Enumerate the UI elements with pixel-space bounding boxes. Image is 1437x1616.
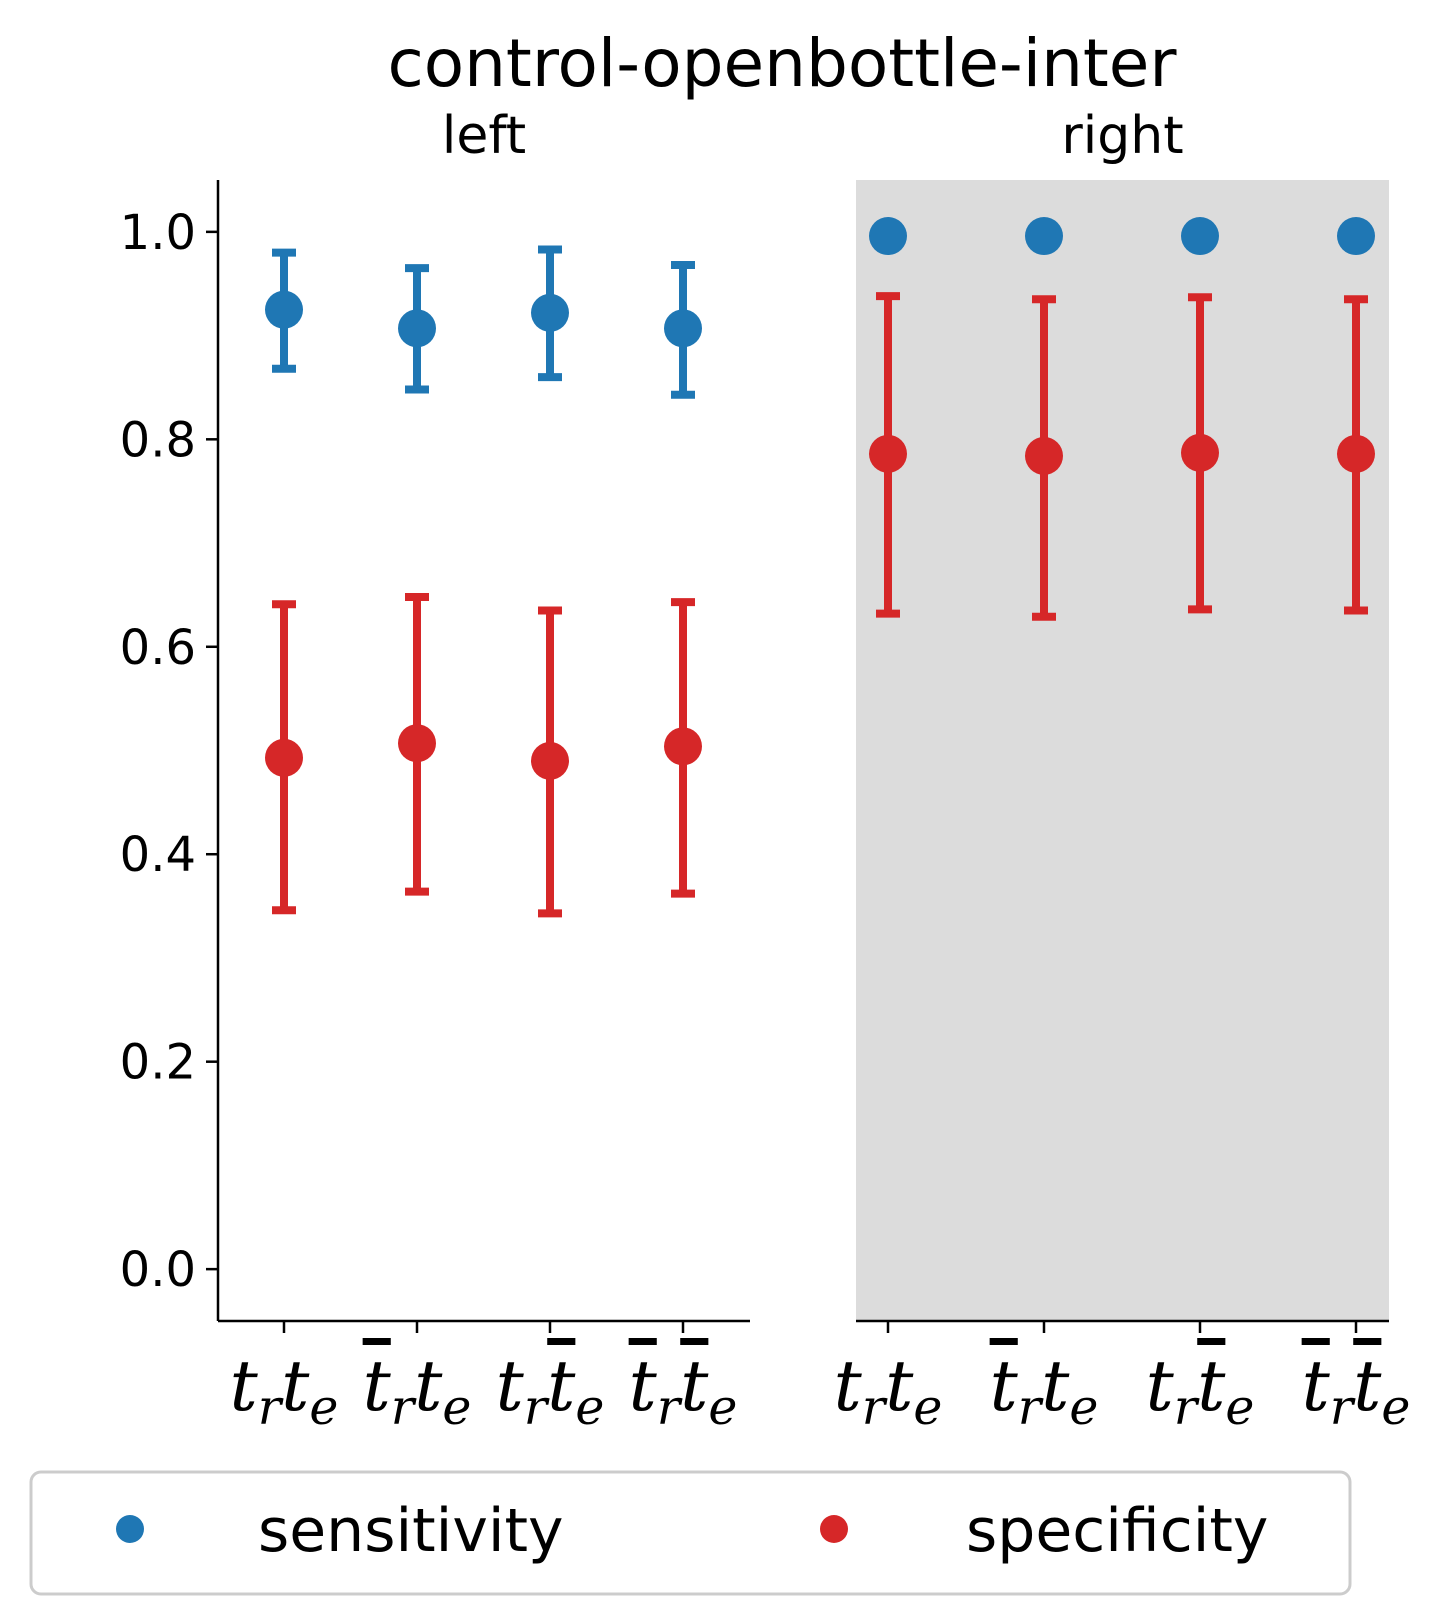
y-tick-label: 0.4: [120, 827, 196, 883]
sensitivity-point: [265, 290, 303, 329]
x-tick-label: trte: [1146, 1345, 1255, 1436]
specificity-point: [531, 741, 569, 780]
panel-right: right trte trte trte trte: [834, 106, 1411, 1436]
sensitivity-point: [531, 293, 569, 332]
x-tick-label: trte: [990, 1345, 1099, 1436]
y-tick-label: 1.0: [120, 205, 196, 261]
y-tick-label: 0.8: [120, 412, 196, 468]
specificity-point: [1181, 433, 1219, 472]
specificity-point: [265, 738, 303, 777]
panel-left: left 0.0 0.2 0.4 0.6 0.8 1.0 trte trte trte trte: [120, 106, 750, 1436]
panel-background: [856, 180, 1389, 1321]
x-tick-label: trte: [230, 1345, 339, 1436]
sensitivity-point: [1337, 217, 1375, 256]
panel-subtitle: right: [1061, 106, 1183, 166]
specificity-point: [1025, 436, 1063, 475]
specificity-point: [398, 724, 436, 763]
specificity-point: [664, 727, 702, 766]
svg-text:trte: trte: [363, 1345, 472, 1436]
svg-text:trte: trte: [629, 1345, 738, 1436]
svg-text:trte: trte: [834, 1345, 943, 1436]
sensitivity-point: [1025, 217, 1063, 256]
sensitivity-point: [398, 309, 436, 348]
svg-text:trte: trte: [1302, 1345, 1411, 1436]
sensitivity-point: [664, 309, 702, 348]
y-tick-label: 0.6: [120, 620, 196, 676]
svg-text:trte: trte: [496, 1345, 605, 1436]
x-tick-label: trte: [363, 1345, 472, 1436]
svg-text:trte: trte: [990, 1345, 1099, 1436]
sensitivity-point: [1181, 217, 1219, 256]
legend-marker-specificity: [820, 1515, 848, 1543]
y-tick-label: 0.2: [120, 1035, 196, 1091]
svg-text:trte: trte: [1146, 1345, 1255, 1436]
x-tick-label: trte: [629, 1345, 738, 1436]
legend: sensitivity specificity: [29, 1470, 1352, 1596]
x-tick-label: trte: [1302, 1345, 1411, 1436]
legend-marker-sensitivity: [116, 1515, 144, 1543]
svg-text:trte: trte: [230, 1345, 339, 1436]
y-tick-label: 0.0: [120, 1242, 196, 1298]
panel-subtitle: left: [442, 106, 526, 166]
sensitivity-point: [869, 217, 907, 256]
x-tick-label: trte: [834, 1345, 943, 1436]
specificity-point: [1337, 434, 1375, 473]
legend-label-specificity: specificity: [966, 1496, 1268, 1566]
legend-label-sensitivity: sensitivity: [258, 1496, 564, 1566]
x-tick-label: trte: [496, 1345, 605, 1436]
specificity-point: [869, 434, 907, 473]
chart-title: control-openbottle-inter: [387, 25, 1177, 102]
legend-frame: [29, 1470, 1352, 1596]
